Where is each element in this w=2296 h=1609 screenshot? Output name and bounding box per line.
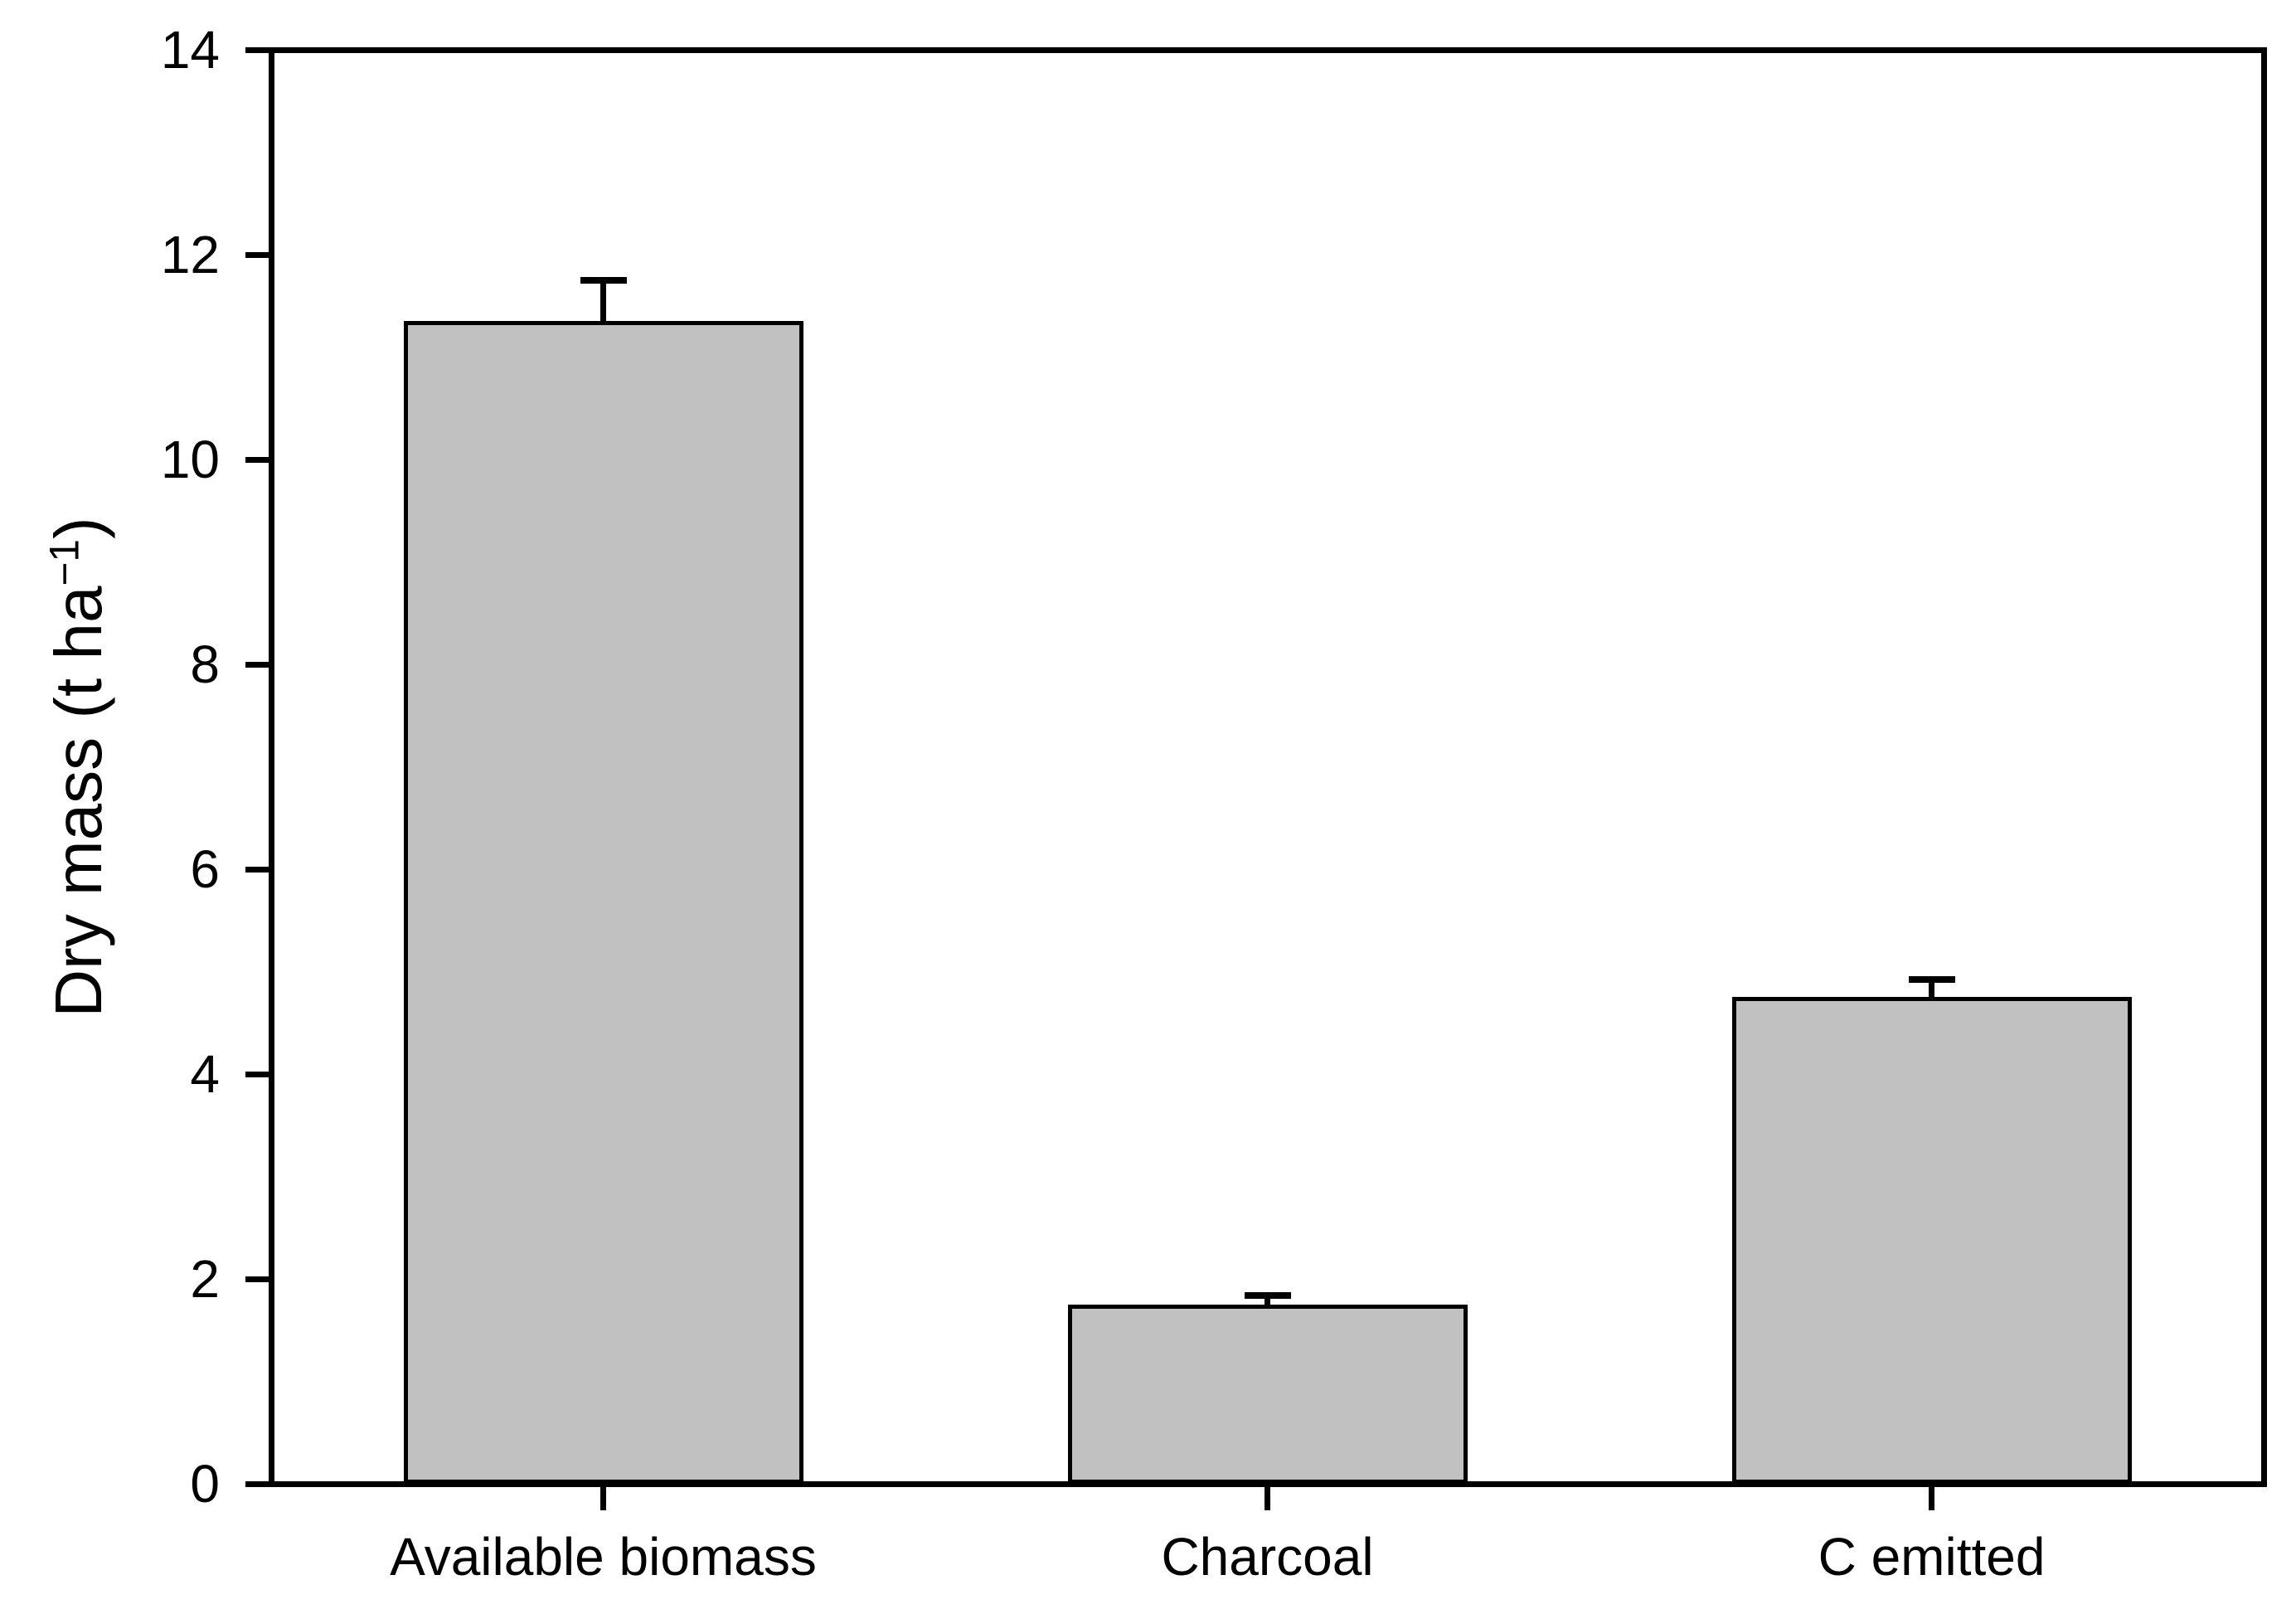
y-tick-2 [245,1276,269,1282]
x-category-label-2: C emitted [1818,1527,2046,1587]
y-tick-label-0: 0 [190,1454,220,1514]
x-category-label-0: Available biomass [390,1527,817,1587]
x-tick-1 [1264,1486,1270,1510]
x-tick-0 [600,1486,606,1510]
error-bar-cap-1 [1244,1291,1291,1299]
y-axis-title: Dry mass (t ha−1) [41,517,125,1017]
error-bar-line-2 [1929,979,1934,999]
y-tick-8 [245,661,269,668]
y-tick-label-12: 12 [160,225,220,284]
error-bar-cap-2 [1908,976,1955,984]
bar-0 [403,321,803,1484]
y-tick-label-4: 4 [190,1044,220,1104]
y-tick-label-6: 6 [190,839,220,899]
y-tick-0 [245,1480,269,1487]
error-bar-line-0 [600,280,606,323]
y-axis-title-superscript: −1 [41,539,88,586]
x-category-label-1: Charcoal [1161,1527,1374,1587]
plot-frame [268,46,2267,1487]
y-axis-title-close-paren: ) [41,517,115,540]
y-tick-label-14: 14 [160,20,220,80]
y-tick-label-10: 10 [160,430,220,489]
x-tick-2 [1929,1486,1934,1510]
y-tick-label-2: 2 [190,1249,220,1309]
y-tick-6 [245,866,269,873]
y-tick-10 [245,456,269,463]
y-tick-14 [245,46,269,53]
y-tick-12 [245,251,269,258]
y-tick-4 [245,1071,269,1077]
y-tick-label-8: 8 [190,634,220,694]
error-bar-line-1 [1264,1295,1270,1306]
error-bar-cap-0 [580,276,627,284]
